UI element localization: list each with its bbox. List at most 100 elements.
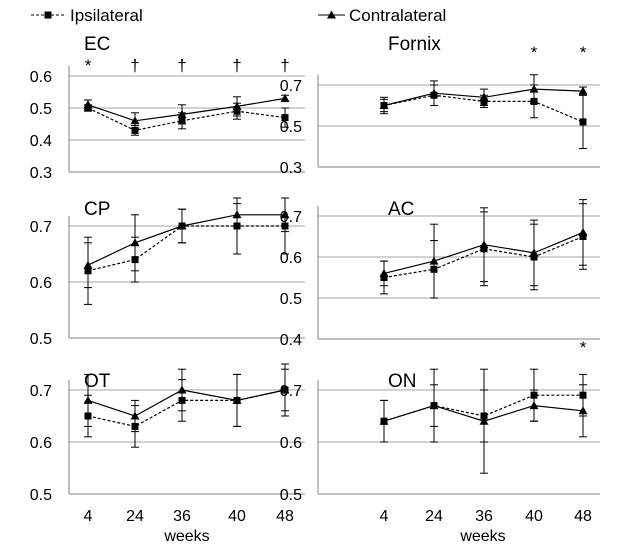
- data-point: [529, 248, 539, 257]
- x-tick-label: 24: [126, 508, 144, 525]
- series-contralateral: [83, 93, 290, 130]
- y-tick-label: 0.5: [280, 487, 302, 504]
- data-point: [280, 210, 290, 219]
- y-tick-label: 0.5: [280, 119, 302, 136]
- x-tick-label: 4: [380, 508, 389, 525]
- y-tick-label: 0.5: [30, 487, 52, 504]
- panel-title: EC: [84, 34, 110, 55]
- panel-cp: 0.5 0.6 0.7 CP: [30, 197, 305, 348]
- x-axis-labels-right: 4 24 36 40 48 weeks: [380, 508, 592, 545]
- data-point: [479, 92, 489, 101]
- series-line: [87, 389, 286, 417]
- significance-marker: †: [280, 56, 289, 75]
- y-tick-label: 0.7: [30, 219, 52, 236]
- x-axis-labels-left: 4 24 36 40 48 weeks: [84, 508, 294, 545]
- y-tick-label: 0.5: [30, 101, 52, 118]
- data-point: [429, 88, 439, 97]
- legend-label: Contralateral: [349, 6, 446, 25]
- data-point: [379, 416, 389, 425]
- series-contralateral: [379, 74, 588, 115]
- panel-title: CP: [84, 199, 110, 220]
- series-line: [87, 225, 285, 272]
- data-point: [232, 395, 242, 404]
- data-point: [177, 385, 187, 394]
- data-point: [130, 116, 140, 125]
- x-tick-label: 36: [475, 508, 493, 525]
- series-ipsilateral: [84, 197, 289, 305]
- data-point: [379, 268, 389, 277]
- data-point: [83, 395, 93, 404]
- significance-marker: *: [531, 43, 538, 62]
- series-line: [87, 107, 286, 132]
- panel-title: ON: [388, 371, 417, 392]
- data-point: [83, 260, 93, 269]
- y-tick-label: 0.6: [30, 69, 52, 86]
- y-tick-label: 0.7: [280, 209, 302, 226]
- data-point: [177, 109, 187, 118]
- y-tick-label: 0.6: [30, 435, 52, 452]
- series-ipsilateral: [84, 363, 289, 448]
- data-point: [579, 118, 587, 126]
- data-point: [280, 385, 290, 394]
- legend: Ipsilateral Contralateral: [31, 6, 446, 25]
- series-contralateral: [83, 368, 290, 433]
- data-point: [479, 416, 489, 425]
- data-point: [131, 126, 139, 134]
- series-contralateral: [379, 199, 588, 299]
- data-point: [130, 238, 140, 247]
- legend-entry-ipsilateral: Ipsilateral: [31, 6, 143, 25]
- data-point: [529, 84, 539, 93]
- x-tick-label: 48: [574, 508, 592, 525]
- significance-marker: †: [177, 56, 186, 75]
- data-point: [281, 114, 289, 122]
- significance-marker: *: [580, 43, 587, 62]
- y-tick-label: 0.3: [280, 160, 302, 177]
- series-line: [87, 214, 285, 266]
- panel-fornix: 0.3 0.5 0.7 Fornix * *: [280, 34, 600, 177]
- series-line: [87, 389, 286, 428]
- y-tick-label: 0.4: [280, 332, 302, 349]
- data-point: [379, 101, 389, 109]
- data-point: [280, 93, 290, 102]
- significance-marker: †: [232, 56, 241, 75]
- series-contralateral: [83, 197, 290, 289]
- data-point: [578, 227, 588, 236]
- x-axis-title: weeks: [163, 528, 209, 545]
- panel-title: OT: [84, 371, 111, 392]
- y-tick-label: 0.7: [30, 383, 52, 400]
- data-point: [529, 401, 539, 410]
- x-tick-label: 36: [173, 508, 191, 525]
- x-tick-label: 24: [425, 508, 443, 525]
- data-point: [429, 256, 439, 265]
- y-tick-label: 0.6: [280, 435, 302, 452]
- x-tick-label: 40: [228, 508, 246, 525]
- x-tick-label: 4: [84, 508, 93, 525]
- y-tick-label: 0.7: [280, 78, 302, 95]
- y-tick-label: 0.7: [280, 383, 302, 400]
- panel-title: AC: [388, 199, 414, 220]
- data-point: [479, 240, 489, 249]
- panel-ac: 0.4 0.5 0.6 0.7 AC: [280, 199, 600, 349]
- panel-ec: 0.3 0.4 0.5 0.6 EC* † † † †: [30, 34, 305, 182]
- x-axes: 4 24 36 40 48 weeks 4 24 36 40 48 weeks: [84, 508, 592, 545]
- data-point: [429, 401, 439, 410]
- legend-marker-square: [44, 11, 52, 19]
- y-tick-label: 0.5: [280, 291, 302, 308]
- data-point: [578, 86, 588, 95]
- y-tick-label: 0.4: [30, 133, 52, 150]
- data-point: [130, 411, 140, 420]
- y-tick-label: 0.3: [30, 165, 52, 182]
- data-point: [83, 100, 93, 109]
- x-tick-label: 48: [276, 508, 294, 525]
- x-tick-label: 40: [525, 508, 543, 525]
- y-tick-label: 0.5: [30, 331, 52, 348]
- x-axis-title: weeks: [459, 528, 505, 545]
- significance-marker: *: [580, 338, 587, 357]
- legend-entry-contralateral: Contralateral: [318, 6, 446, 25]
- significance-marker: *: [85, 56, 92, 75]
- y-tick-label: 0.6: [280, 250, 302, 267]
- significance-marker: †: [130, 56, 139, 75]
- data-point: [578, 406, 588, 415]
- panel-on: 0.5 0.6 0.7 ON *: [280, 338, 600, 504]
